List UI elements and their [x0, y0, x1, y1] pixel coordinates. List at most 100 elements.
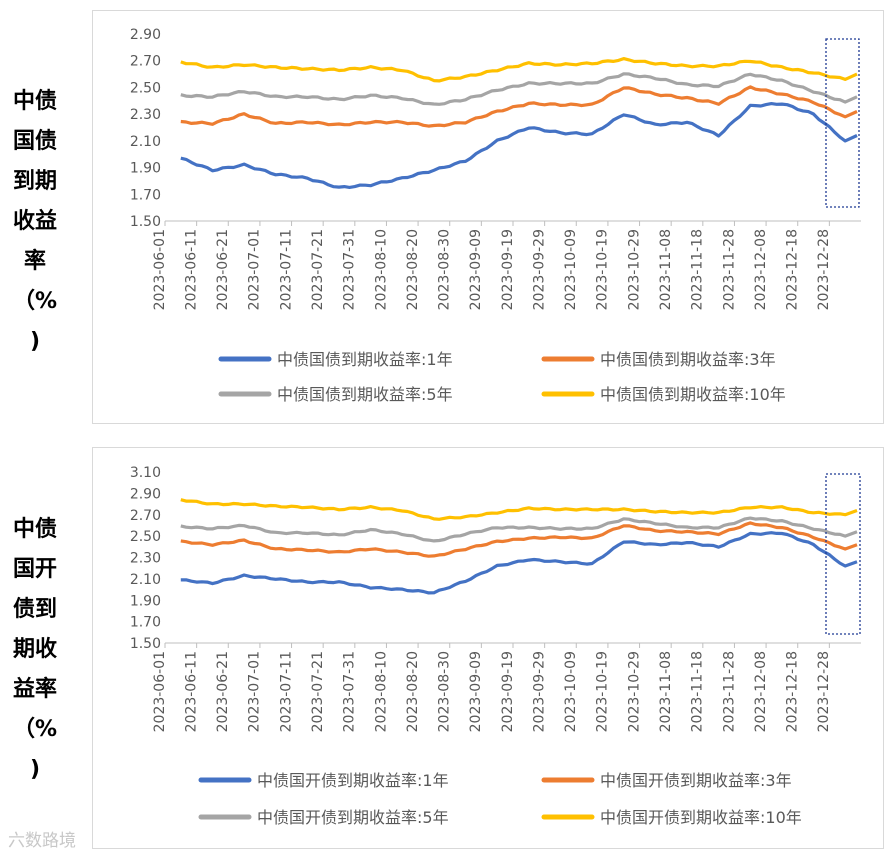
series-line — [180, 531, 858, 595]
series-line — [180, 498, 858, 521]
side-label-line: 到期 — [12, 169, 57, 194]
y-tick-label: 2.90 — [130, 486, 161, 502]
x-tick-label: 2023-08-20 — [405, 651, 421, 732]
x-tick-label: 2023-10-19 — [595, 651, 611, 732]
side-label-line: ) — [29, 329, 41, 354]
x-tick-label: 2023-12-28 — [816, 229, 832, 310]
x-tick-label: 2023-11-28 — [721, 651, 737, 732]
side-label-line: 期收 — [12, 637, 57, 662]
highlight-box — [825, 473, 861, 635]
x-tick-label: 2023-07-01 — [247, 651, 263, 732]
x-tick-label: 2023-08-30 — [437, 651, 453, 732]
y-tick-label: 2.50 — [130, 80, 161, 96]
x-tick-label: 2023-07-31 — [342, 229, 358, 310]
legend-label: 中债国开债到期收益率:5年 — [257, 808, 449, 827]
y-tick-label: 2.70 — [130, 54, 161, 70]
side-label-line: （% — [12, 717, 58, 742]
x-tick-label: 2023-12-28 — [816, 651, 832, 732]
y-tick-label: 2.90 — [130, 27, 161, 43]
x-tick-label: 2023-06-21 — [215, 651, 231, 732]
x-tick-label: 2023-10-09 — [563, 229, 579, 310]
x-tick-label: 2023-07-21 — [310, 229, 326, 310]
side-label-line: （% — [12, 289, 58, 314]
series-line — [180, 85, 858, 128]
y-tick-label: 2.70 — [130, 508, 161, 524]
treasury-yield-chart-svg: 1.50 1.70 1.90 2.10 2.30 2.50 2.70 2.90 2023-06-… — [130, 27, 861, 404]
x-tick-label: 2023-06-01 — [152, 229, 168, 310]
y-tick-label: 1.50 — [130, 636, 161, 652]
x-tick-label: 2023-11-08 — [658, 651, 674, 732]
x-tick-label: 2023-08-20 — [405, 229, 421, 310]
x-tick-label: 2023-07-01 — [247, 229, 263, 310]
cdb-yield-chart-svg: 1.50 1.70 1.90 2.10 2.30 2.50 2.70 2.90 3.10 2023… — [130, 465, 861, 827]
treasury-yield-chart: 1.50 1.70 1.90 2.10 2.30 2.50 2.70 2.90 2023-06-… — [92, 10, 884, 424]
y-tick-label: 3.10 — [130, 465, 161, 481]
x-tick-label: 2023-08-10 — [373, 651, 389, 732]
x-tick-label: 2023-07-31 — [342, 651, 358, 732]
x-tick-label: 2023-09-29 — [531, 651, 547, 732]
x-tick-label: 2023-07-11 — [278, 229, 294, 310]
x-tick-label: 2023-07-11 — [278, 651, 294, 732]
x-tick-label: 2023-09-09 — [468, 229, 484, 310]
side-label-line: 中债 — [12, 89, 57, 114]
series-line — [180, 102, 858, 189]
y-tick-label: 1.90 — [130, 593, 161, 609]
y-tick-label: 1.70 — [130, 615, 161, 631]
y-tick-label: 2.30 — [130, 551, 161, 567]
side-label-line: 中债 — [12, 517, 57, 542]
y-tick-label: 2.10 — [130, 572, 161, 588]
series-line — [180, 516, 858, 543]
y-tick-label: 1.50 — [130, 214, 161, 230]
x-tick-label: 2023-12-08 — [753, 229, 769, 310]
x-tick-label: 2023-08-30 — [437, 229, 453, 310]
y-tick-label: 2.50 — [130, 529, 161, 545]
x-tick-label: 2023-12-18 — [785, 651, 801, 732]
bottom-chart-side-label: 中债 国开 债到 期收 益率 （% ) — [6, 510, 64, 790]
y-tick-label: 2.30 — [130, 107, 161, 123]
x-tick-label: 2023-10-19 — [595, 229, 611, 310]
x-tick-label: 2023-10-29 — [626, 651, 642, 732]
side-label-line: 债到 — [12, 597, 57, 622]
legend-label: 中债国债到期收益率:5年 — [277, 385, 453, 404]
cdb-yield-chart: 1.50 1.70 1.90 2.10 2.30 2.50 2.70 2.90 3.10 2023… — [92, 447, 884, 849]
x-tick-label: 2023-08-10 — [373, 229, 389, 310]
x-tick-label: 2023-06-01 — [152, 651, 168, 732]
x-tick-label: 2023-06-11 — [183, 651, 199, 732]
side-label-line: 国开 — [12, 557, 57, 582]
legend-label: 中债国开债到期收益率:1年 — [257, 771, 449, 790]
top-chart-side-label: 中债 国债 到期 收益 率 （% ) — [6, 82, 64, 362]
legend-label: 中债国债到期收益率:1年 — [277, 350, 453, 369]
side-label-line: 率 — [23, 249, 46, 274]
x-tick-label: 2023-09-09 — [468, 651, 484, 732]
x-tick-label: 2023-10-29 — [626, 229, 642, 310]
y-tick-label: 1.90 — [130, 161, 161, 177]
legend-label: 中债国开债到期收益率:10年 — [600, 808, 802, 827]
highlight-box — [825, 38, 860, 208]
x-tick-label: 2023-12-18 — [785, 229, 801, 310]
y-tick-label: 2.10 — [130, 134, 161, 150]
series-line — [180, 57, 858, 83]
x-tick-label: 2023-07-21 — [310, 651, 326, 732]
series-line — [180, 72, 858, 106]
x-tick-label: 2023-11-08 — [658, 229, 674, 310]
x-tick-label: 2023-09-29 — [531, 229, 547, 310]
x-tick-label: 2023-09-19 — [500, 651, 516, 732]
x-tick-label: 2023-06-21 — [215, 229, 231, 310]
x-tick-label: 2023-06-11 — [183, 229, 199, 310]
x-tick-label: 2023-10-09 — [563, 651, 579, 732]
series-line — [180, 521, 858, 558]
side-label-line: 国债 — [12, 129, 57, 154]
x-tick-label: 2023-12-08 — [753, 651, 769, 732]
x-tick-label: 2023-11-18 — [690, 229, 706, 310]
y-tick-label: 1.70 — [130, 187, 161, 203]
legend-label: 中债国债到期收益率:10年 — [600, 385, 786, 404]
x-tick-label: 2023-11-28 — [721, 229, 737, 310]
side-label-line: 收益 — [12, 209, 57, 234]
side-label-line: 益率 — [12, 677, 57, 702]
x-tick-label: 2023-09-19 — [500, 229, 516, 310]
x-tick-label: 2023-11-18 — [690, 651, 706, 732]
legend-label: 中债国债到期收益率:3年 — [600, 350, 776, 369]
side-label-line: ) — [29, 757, 41, 782]
watermark: 六数路境 — [8, 831, 76, 851]
legend-label: 中债国开债到期收益率:3年 — [600, 771, 792, 790]
